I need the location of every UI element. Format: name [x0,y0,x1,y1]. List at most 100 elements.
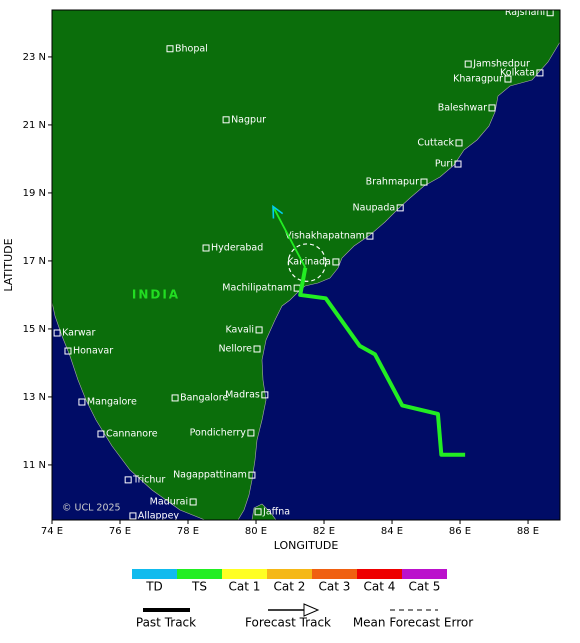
x-tick-label: 78 E [177,526,199,537]
city-label: Nagpur [231,114,266,125]
city-label: Vishakhapatnam [285,231,365,242]
copyright: © UCL 2025 [62,503,121,514]
y-tick-label: 23 N [23,52,46,63]
city-marker [97,430,105,438]
city-marker [53,329,61,337]
city-label: Puri [435,159,453,170]
city-label: Cuttack [417,137,454,148]
city-label: Honavar [73,346,113,357]
city-marker [222,116,230,124]
intensity-label: TS [191,580,207,594]
y-tick-label: 13 N [23,392,46,403]
intensity-swatch [132,569,177,579]
country-label: INDIA [132,288,180,302]
legend-label: Past Track [136,616,196,630]
city-label: Trichur [132,474,165,485]
x-tick-label: 82 E [313,526,335,537]
intensity-swatch [312,569,357,579]
city-marker [78,398,86,406]
city-label: Bhopal [175,43,208,54]
y-tick-label: 21 N [23,120,46,131]
city-marker [129,512,137,520]
city-label: Jamshedpur [472,59,530,70]
city-label: Naupada [353,202,396,213]
city-marker [247,429,255,437]
city-marker [253,345,261,353]
intensity-swatch [267,569,312,579]
city-marker [261,391,269,399]
intensity-swatch [402,569,447,579]
x-axis-label: LONGITUDE [274,539,339,552]
city-label: Nagappattinam [173,470,247,481]
forecast-track [272,206,307,269]
city-label: Kakinada [287,256,331,267]
y-tick-label: 17 N [23,256,46,267]
city-marker [255,326,263,334]
city-marker [124,476,132,484]
intensity-label: TD [145,580,163,594]
city-marker [455,139,463,147]
x-tick-label: 84 E [381,526,403,537]
city-marker [202,244,210,252]
city-label: Rajshahi [505,7,545,18]
x-tick-label: 86 E [449,526,471,537]
x-tick-label: 80 E [245,526,267,537]
city-marker [189,498,197,506]
forecast-arrowhead [272,204,284,219]
city-label: Karwar [62,328,95,339]
mean-forecast-error [287,243,327,282]
city-marker [396,204,404,212]
city-marker [464,60,472,68]
city-label: Nellore [218,343,252,354]
city-marker [546,10,554,17]
city-label: Kavali [225,324,254,335]
intensity-swatch [222,569,267,579]
city-marker [366,232,374,240]
intensity-swatch [357,569,402,579]
intensity-label: Cat 3 [319,580,351,594]
city-marker [171,394,179,402]
y-tick-label: 11 N [23,460,46,471]
legend-label: Mean Forecast Error [353,616,473,630]
city-label: Madras [225,389,260,400]
city-label: Madurai [150,496,188,507]
city-label: Mangalore [87,397,137,408]
past-track [298,267,466,457]
city-label: Baleshwar [438,102,487,113]
city-marker [454,160,462,168]
city-label: Machilipatnam [222,283,292,294]
y-axis-label: LATITUDE [2,238,15,291]
map-frame [51,9,561,521]
sri-lanka [251,503,277,520]
city-label: Cannanore [106,428,158,439]
y-tick-label: 19 N [23,188,46,199]
city-marker [504,75,512,83]
intensity-label: Cat 5 [409,580,441,594]
city-label: Kolkata [500,67,535,78]
city-label: Brahmapur [366,177,419,188]
city-marker [254,508,262,516]
city-marker [166,45,174,53]
land [52,10,560,520]
city-marker [248,471,256,479]
city-marker [64,347,72,355]
intensity-label: Cat 2 [274,580,306,594]
y-tick-label: 15 N [23,324,46,335]
intensity-swatch [177,569,222,579]
x-tick-label: 74 E [41,526,63,537]
city-marker [420,178,428,186]
city-label: Pondicherry [190,427,247,438]
city-label: Hyderabad [211,243,263,254]
city-label: Bangalore [180,392,228,403]
x-tick-label: 88 E [517,526,539,537]
city-marker [488,104,496,112]
city-marker [536,69,544,77]
intensity-label: Cat 1 [229,580,261,594]
city-label: Jaffna [262,506,290,517]
city-label: Kharagpur [453,74,503,85]
city-label: Allappey [138,510,180,521]
intensity-label: Cat 4 [364,580,396,594]
legend-label: Forecast Track [245,616,331,630]
forecast-track-legend-arrow [303,603,320,617]
